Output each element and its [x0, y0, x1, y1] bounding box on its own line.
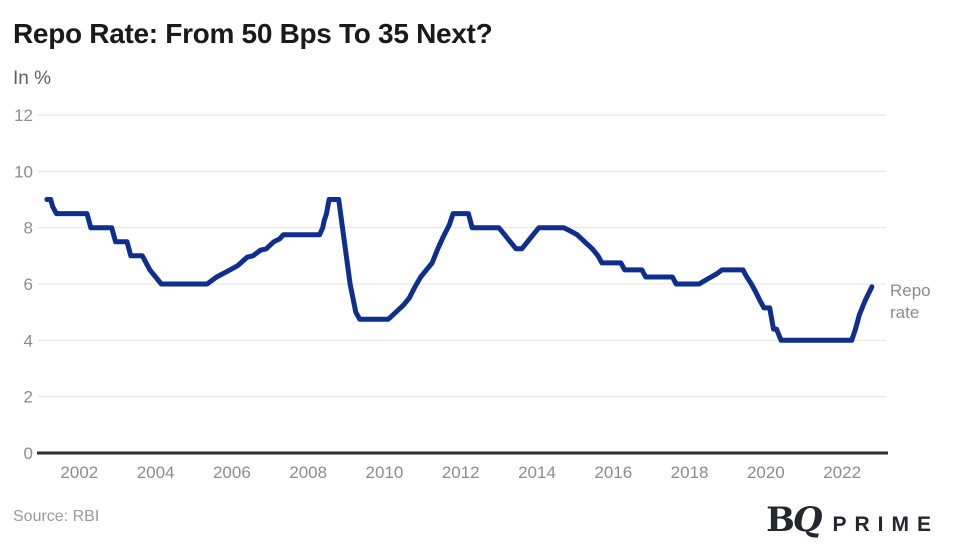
x-tick-label: 2002: [60, 463, 98, 482]
series-line: [44, 197, 875, 343]
x-tick-label: 2010: [366, 463, 404, 482]
x-tick-label: 2012: [442, 463, 480, 482]
logo-prime-text: PRIME: [832, 513, 939, 536]
x-tick-label: 2016: [594, 463, 632, 482]
y-tick-label: 6: [24, 275, 33, 294]
logo-letter-b: B: [766, 500, 795, 540]
x-tick-label: 2004: [137, 463, 175, 482]
bqprime-logo: B Q PRIME: [766, 502, 939, 542]
series-label: Repo rate: [890, 281, 931, 322]
logo-letter-q: Q: [792, 500, 823, 540]
chart-title: Repo Rate: From 50 Bps To 35 Next?: [13, 18, 493, 49]
y-tick-label: 0: [24, 444, 33, 463]
y-tick-label: 2: [24, 388, 33, 407]
x-tick-label: 2022: [823, 463, 861, 482]
x-tick-label: 2006: [213, 463, 251, 482]
x-tick-label: 2020: [747, 463, 785, 482]
chart-subtitle: In %: [13, 68, 52, 89]
x-tick-label: 2014: [518, 463, 556, 482]
source-note: Source: RBI: [13, 508, 100, 525]
x-tick-label: 2008: [289, 463, 327, 482]
y-tick-label: 12: [14, 106, 33, 125]
x-tick-label: 2018: [671, 463, 709, 482]
y-tick-label: 8: [24, 219, 33, 238]
y-tick-label: 4: [24, 331, 33, 350]
y-tick-label: 10: [14, 162, 33, 181]
